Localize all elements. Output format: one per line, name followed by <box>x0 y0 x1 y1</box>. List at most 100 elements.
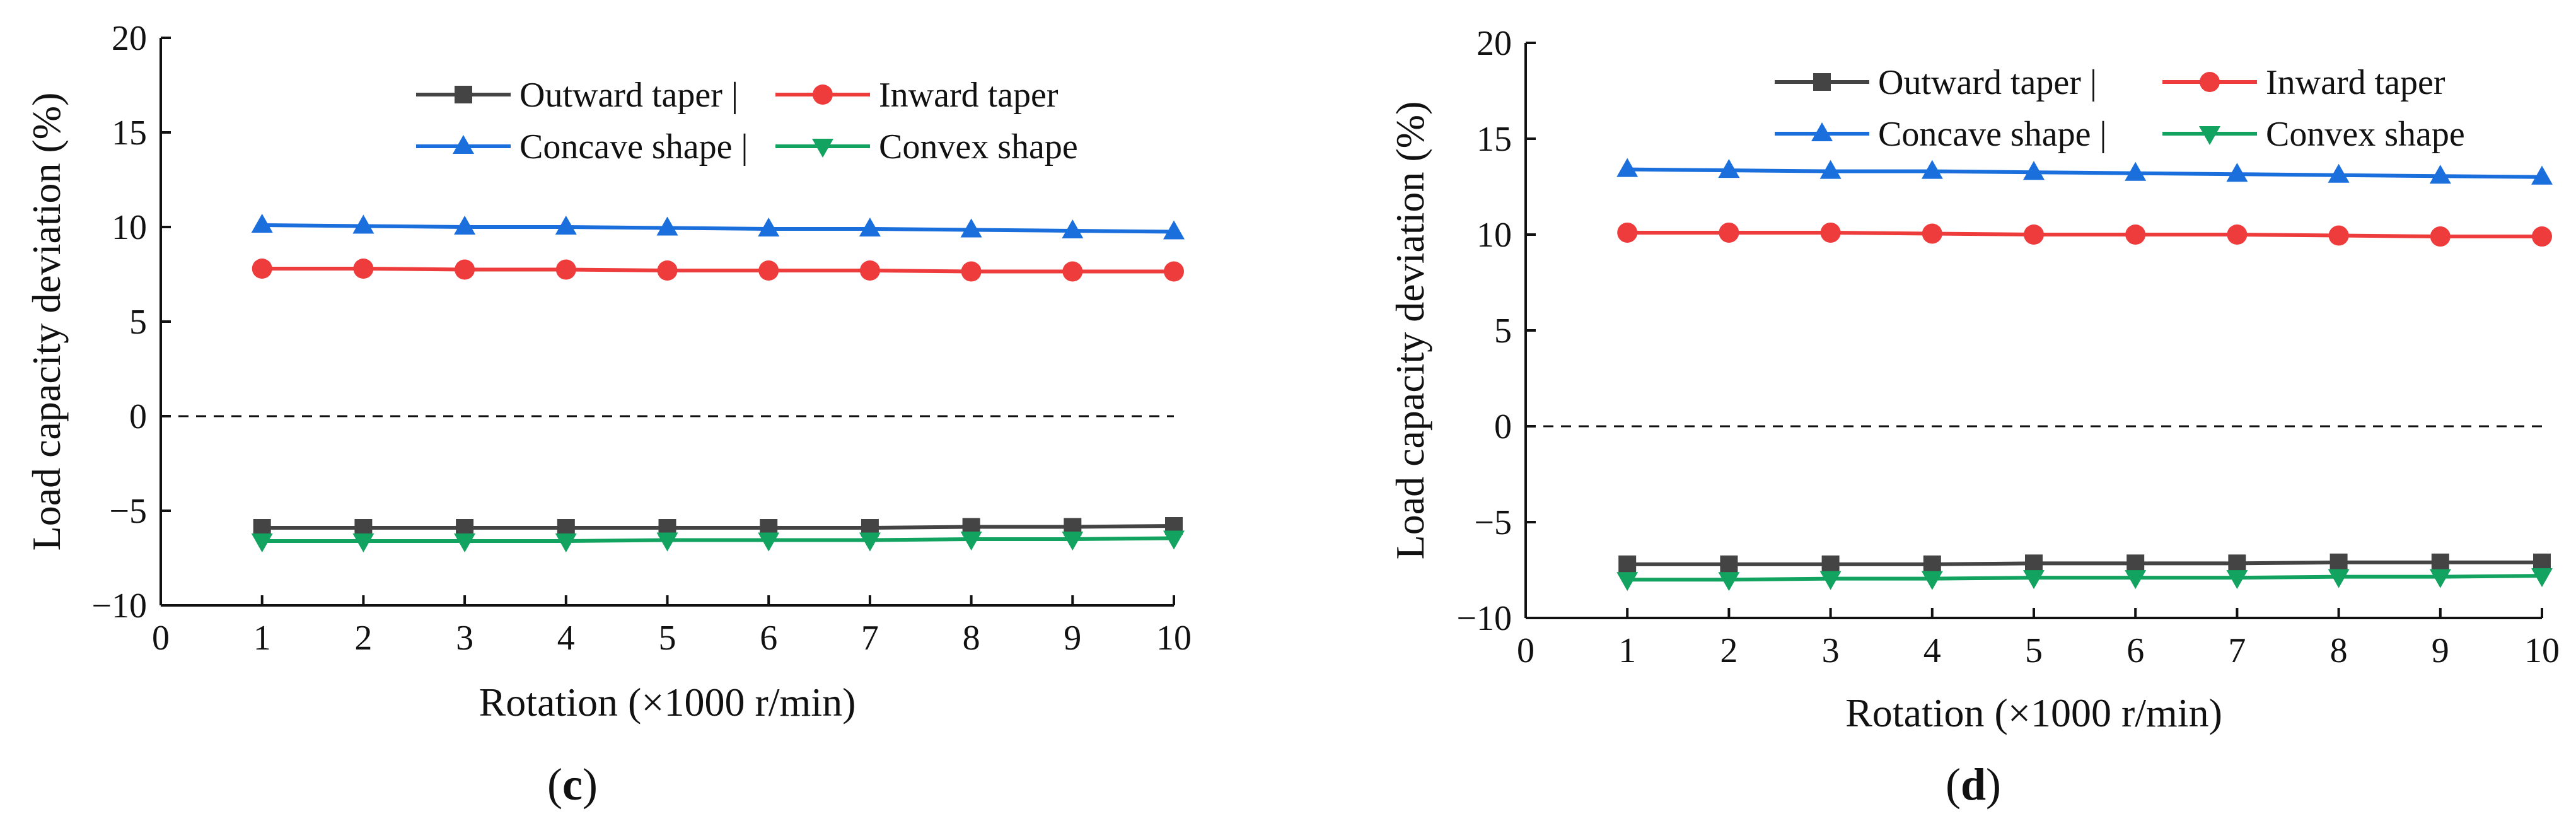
data-point <box>656 216 678 236</box>
data-point <box>251 214 273 233</box>
series-outward <box>1618 553 2551 573</box>
x-tick-label: 6 <box>2126 631 2144 670</box>
x-axis-title: Rotation (×1000 r/min) <box>1845 690 2222 735</box>
data-point <box>1617 222 1638 243</box>
data-point <box>1164 261 1184 282</box>
data-point <box>2532 226 2552 247</box>
data-point <box>555 216 577 235</box>
data-point <box>1718 159 1740 178</box>
x-tick-label: 4 <box>557 619 575 658</box>
data-point <box>2531 568 2553 588</box>
panel-label-letter: c <box>562 759 583 810</box>
data-point <box>859 532 881 552</box>
legend-label: Inward taper <box>2266 63 2445 102</box>
x-tick-label: 5 <box>2025 631 2043 670</box>
data-point <box>2024 224 2044 245</box>
legend-swatch-marker <box>2200 72 2220 92</box>
series-line <box>262 536 1175 543</box>
x-tick-label: 4 <box>1923 631 1941 670</box>
data-point <box>758 532 780 552</box>
data-point <box>2429 569 2451 588</box>
x-tick-label: 5 <box>659 619 676 658</box>
x-tick-label: 8 <box>963 619 980 658</box>
series-line <box>262 267 1174 274</box>
legend-entry-convex: Convex shape <box>775 127 1078 166</box>
data-point <box>2429 165 2451 184</box>
legend: Outward taper | Inward taper Concave shape… <box>1775 63 2465 154</box>
data-point <box>758 260 779 281</box>
y-tick-label: −10 <box>91 586 147 626</box>
data-point <box>2431 553 2449 571</box>
legend-label: Convex shape <box>879 127 1078 166</box>
x-tick-label: 7 <box>2228 631 2246 670</box>
data-point <box>2328 163 2350 183</box>
y-axis-title: Load capacity deviation (%) <box>24 93 69 551</box>
data-point <box>656 532 678 552</box>
data-point <box>2023 161 2045 180</box>
data-point <box>1718 572 1740 591</box>
legend-swatch-marker <box>455 86 472 103</box>
legend-label: Concave shape | <box>1878 115 2107 154</box>
x-tick-label: 3 <box>1822 631 1840 670</box>
data-point <box>2329 553 2348 571</box>
legend-swatch-marker <box>453 135 474 154</box>
data-point <box>555 259 576 280</box>
legend: Outward taper | Inward taper Concave shape… <box>416 76 1078 166</box>
x-tick-label: 9 <box>1064 619 1081 658</box>
data-point <box>2430 226 2451 247</box>
x-tick-label: 9 <box>2432 631 2449 670</box>
data-point <box>454 216 476 235</box>
data-point <box>352 214 374 234</box>
series-convex <box>251 530 1185 552</box>
data-point <box>2328 569 2350 588</box>
series-convex <box>1616 568 2553 591</box>
x-tick-label: 2 <box>354 619 372 658</box>
legend-swatch-marker <box>1811 122 1833 141</box>
series-outward <box>253 517 1183 537</box>
data-point <box>960 218 982 238</box>
data-point <box>2125 224 2146 245</box>
y-tick-label: −5 <box>109 492 147 531</box>
data-point <box>1921 160 1943 179</box>
data-point <box>1720 555 1738 573</box>
data-point <box>960 532 982 550</box>
series-line <box>262 524 1175 530</box>
series-concave <box>1616 158 2553 185</box>
data-point <box>2226 163 2248 182</box>
data-point <box>1821 555 1840 573</box>
data-point <box>353 259 374 279</box>
data-point <box>758 218 780 236</box>
y-tick-label: −10 <box>1456 599 1512 638</box>
y-tick-label: 5 <box>1494 312 1512 351</box>
data-point <box>252 259 272 279</box>
x-tick-label: 10 <box>1156 619 1192 658</box>
data-point <box>1062 261 1083 282</box>
data-point <box>2531 165 2553 185</box>
y-tick-label: 15 <box>1477 120 1512 159</box>
legend-swatch-marker <box>1813 73 1831 91</box>
series-line <box>262 223 1175 234</box>
data-point <box>1922 223 1942 244</box>
x-tick-label: 7 <box>861 619 879 658</box>
data-point <box>1921 571 1943 590</box>
legend-label: Concave shape | <box>519 127 748 166</box>
data-point <box>555 533 577 552</box>
x-tick-label: 2 <box>1720 631 1738 670</box>
x-tick-label: 1 <box>1618 631 1636 670</box>
x-tick-label: 0 <box>1517 631 1535 670</box>
legend-label: Outward taper | <box>519 76 738 115</box>
y-tick-label: 20 <box>112 19 147 58</box>
legend-entry-concave: Concave shape | <box>416 127 748 166</box>
data-point <box>1616 572 1639 591</box>
panel-label: (c) <box>547 759 598 810</box>
data-point <box>1062 532 1084 550</box>
y-tick-label: −5 <box>1474 503 1512 542</box>
data-point <box>1163 530 1185 550</box>
legend-label: Convex shape <box>2266 115 2465 154</box>
data-point <box>352 533 374 552</box>
series-inward <box>1617 222 2552 247</box>
data-point <box>2226 570 2248 590</box>
